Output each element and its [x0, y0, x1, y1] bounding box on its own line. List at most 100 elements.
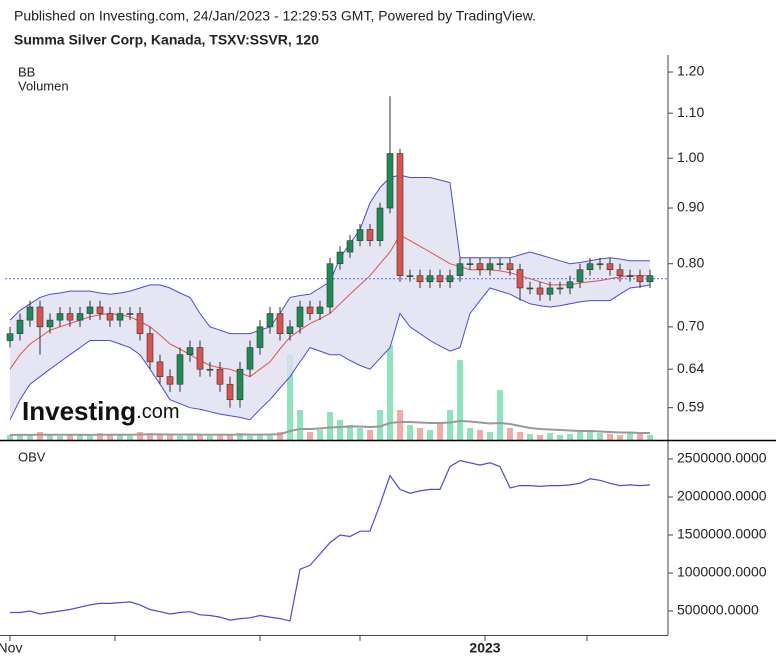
candle-body: [586, 263, 594, 270]
candle-body: [456, 263, 464, 276]
volume-bar: [527, 434, 533, 440]
volume-bar: [327, 412, 333, 440]
volume-bar: [427, 430, 433, 440]
volume-bar: [127, 436, 133, 440]
y-tick-label: 1.20: [677, 63, 704, 79]
candle-body: [646, 275, 654, 283]
volume-bar: [47, 435, 53, 440]
candle-body: [406, 275, 414, 277]
y-tick-label: 0.90: [677, 199, 704, 215]
volume-bar: [587, 430, 593, 440]
volume-bar: [187, 434, 193, 440]
candle-body: [356, 229, 364, 241]
candle-body: [256, 326, 264, 348]
volume-bar: [547, 433, 553, 440]
indicator-label: BB: [18, 64, 35, 79]
volume-ma-line: [9, 419, 650, 436]
y-tick-label: 2500000.0000: [677, 450, 767, 466]
candle-body: [76, 313, 84, 321]
volume-bar: [597, 433, 603, 440]
candle-body: [496, 263, 504, 266]
watermark: Investing.com: [22, 396, 179, 426]
candle-body: [446, 275, 454, 283]
candle-body: [556, 287, 564, 290]
obv-line: [10, 459, 651, 622]
candle-body: [266, 313, 274, 328]
y-tick-label: 1000000.0000: [677, 564, 767, 580]
volume-bar: [387, 345, 393, 440]
candle-body: [176, 354, 184, 385]
volume-bar: [367, 430, 373, 440]
volume-bar: [77, 435, 83, 440]
x-tick-label: Nov: [0, 640, 22, 656]
price-pane: [5, 96, 668, 440]
volume-bar: [107, 435, 113, 440]
volume-bar: [137, 432, 143, 440]
volume-bar: [497, 390, 503, 440]
candle-body: [346, 240, 354, 253]
volume-bar: [607, 434, 613, 440]
volume-bar: [117, 434, 123, 440]
pane-label: OBV: [18, 449, 46, 464]
candle-body: [56, 313, 64, 321]
volume-bar: [567, 434, 573, 440]
volume-bar: [257, 435, 263, 440]
candle-body: [66, 313, 74, 321]
volume-bar: [407, 425, 413, 440]
candle-body: [326, 263, 334, 308]
volume-bar: [37, 432, 43, 440]
volume-bar: [297, 410, 303, 440]
volume-bar: [277, 432, 283, 440]
published-note: Published on Investing.com, 24/Jan/2023 …: [14, 8, 536, 24]
candle-body: [526, 287, 534, 290]
y-tick-label: 1.10: [677, 104, 704, 120]
candle-body: [596, 263, 604, 266]
volume-bar: [347, 425, 353, 440]
volume-bar: [217, 434, 223, 440]
candle-body: [26, 306, 34, 321]
candle-body: [226, 383, 234, 401]
volume-bar: [477, 430, 483, 440]
candle-body: [36, 306, 44, 328]
volume-bar: [617, 435, 623, 440]
volume-bar: [307, 432, 313, 440]
candle-body: [106, 313, 114, 321]
volume-bar: [377, 410, 383, 440]
volume-bar: [237, 433, 243, 440]
candle-body: [136, 313, 144, 334]
y-tick-label: 0.64: [677, 360, 704, 376]
volume-bar: [197, 435, 203, 440]
volume-bar: [417, 428, 423, 440]
candle-body: [156, 361, 164, 377]
y-tick-label: 0.70: [677, 318, 704, 334]
y-tick-label: 0.59: [677, 398, 704, 414]
volume-bar: [57, 436, 63, 440]
candle-body: [486, 263, 494, 270]
volume-bar: [557, 435, 563, 440]
volume-bar: [87, 436, 93, 440]
volume-bar: [267, 434, 273, 440]
candle-body: [516, 269, 524, 289]
candle-body: [376, 207, 384, 241]
y-tick-label: 1500000.0000: [677, 526, 767, 542]
candle-body: [126, 313, 134, 315]
candle-body: [196, 347, 204, 370]
volume-bar: [67, 434, 73, 440]
volume-bar: [227, 435, 233, 440]
volume-bar: [577, 432, 583, 440]
watermark-brand: Investing: [22, 396, 136, 426]
candle-body: [616, 269, 624, 276]
volume-bar: [97, 433, 103, 440]
volume-bar: [507, 428, 513, 440]
chart-title: Summa Silver Corp, Kanada, TSXV:SSVR, 12…: [14, 32, 319, 48]
candle-body: [46, 319, 54, 328]
candle-body: [396, 153, 404, 276]
candle-body: [366, 229, 374, 241]
candle-body: [166, 376, 174, 385]
y-tick-label: 2000000.0000: [677, 488, 767, 504]
candle-body: [296, 306, 304, 328]
candle-body: [386, 153, 394, 209]
volume-bar: [17, 434, 23, 440]
candle-body: [206, 368, 214, 371]
candle-body: [276, 313, 284, 334]
